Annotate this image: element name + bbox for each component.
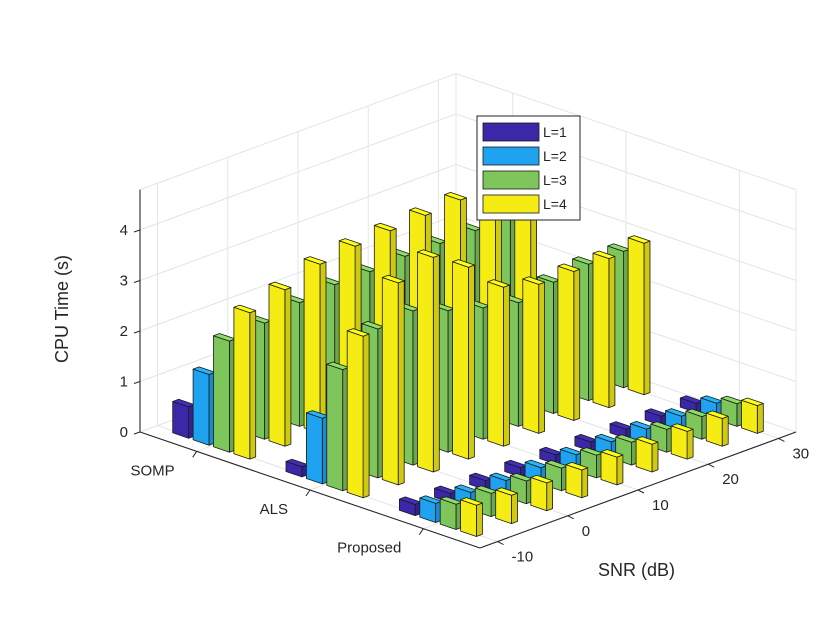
axis-layer: 0 1 2 3 4 CPU Time (s) SOMP ALS Proposed -10 0 10 20… xyxy=(52,189,809,580)
bar-als-snr15-l4 xyxy=(522,276,545,434)
snr-tick-label: -10 xyxy=(512,549,534,566)
legend: L=1 L=2 L=3 L=4 xyxy=(476,115,581,221)
bar-als-snr0-l4 xyxy=(417,249,440,473)
bar-als-snr-10-l3 xyxy=(326,361,350,492)
z-tick xyxy=(133,330,141,334)
bar-somp-snr-10-l3 xyxy=(213,333,236,453)
bar-als-snr5-l4 xyxy=(452,259,475,460)
bar-somp-snr0-l4 xyxy=(303,256,327,434)
snr-tick xyxy=(637,489,645,494)
legend-label: L=4 xyxy=(543,196,567,212)
bar-als-snr-10-l2 xyxy=(305,410,329,485)
bar-als-snr20-l4 xyxy=(557,263,581,421)
snr-tick xyxy=(707,463,715,468)
bar-als-snr30-l4 xyxy=(627,235,651,396)
snr-tick-label: 10 xyxy=(652,497,669,514)
z-tick-label: 4 xyxy=(120,222,128,239)
bar-proposed-snr-10-l1 xyxy=(398,496,422,516)
z-tick xyxy=(133,229,141,233)
z-axis-label: CPU Time (s) xyxy=(52,255,72,363)
method-tick-label: Proposed xyxy=(337,540,401,557)
legend-label: L=1 xyxy=(543,124,567,140)
snr-tick-label: 20 xyxy=(722,471,739,488)
bar-proposed-snr25-l4 xyxy=(705,410,729,447)
bar-somp-snr-10-l1 xyxy=(172,398,195,439)
snr-axis-label: SNR (dB) xyxy=(598,560,675,580)
bar-als-snr25-l4 xyxy=(592,250,616,409)
snr-tick-label: 30 xyxy=(792,445,809,462)
bar-proposed-snr-10-l2 xyxy=(419,495,443,523)
legend-label: L=3 xyxy=(543,172,567,188)
bar-als-snr-10-l4 xyxy=(346,328,370,499)
snr-tick xyxy=(497,541,504,546)
z-tick xyxy=(133,381,141,384)
legend-swatch xyxy=(482,170,540,190)
snr-tick-label: 0 xyxy=(582,523,590,540)
z-gridline xyxy=(139,113,797,231)
z-tick xyxy=(133,431,141,435)
bar-proposed-snr15-l4 xyxy=(635,436,659,473)
bar-proposed-snr20-l4 xyxy=(670,423,694,460)
legend-swatch xyxy=(482,146,540,166)
bar-somp-snr-10-l2 xyxy=(192,366,216,446)
snr-tick xyxy=(778,437,785,442)
box-top-edge xyxy=(139,73,797,191)
snr-tick xyxy=(567,515,575,520)
bar-proposed-snr0-l4 xyxy=(530,474,553,512)
z-tick-label: 0 xyxy=(120,424,128,441)
bar-proposed-snr-5-l4 xyxy=(495,487,518,524)
legend-swatch xyxy=(482,194,540,214)
z-tick-label: 3 xyxy=(120,273,128,290)
legend-label: L=2 xyxy=(543,148,567,164)
bar-als-snr10-l4 xyxy=(487,279,510,447)
bar-somp-snr-10-l4 xyxy=(233,304,257,460)
method-tick xyxy=(305,489,311,497)
bar-proposed-snr10-l4 xyxy=(600,449,624,486)
bar-proposed-snr-10-l4 xyxy=(460,497,483,537)
method-tick xyxy=(192,451,198,458)
method-tick-label: SOMP xyxy=(130,462,174,479)
bar-proposed-snr5-l4 xyxy=(565,461,589,499)
z-tick-label: 2 xyxy=(120,323,128,340)
bar-proposed-snr-10-l3 xyxy=(439,496,463,530)
z-tick-label: 1 xyxy=(120,374,128,391)
z-tick xyxy=(133,280,141,283)
legend-swatch xyxy=(482,122,540,142)
bar-proposed-snr0-l1 xyxy=(469,472,492,491)
bar-proposed-snr30-l4 xyxy=(741,397,764,434)
method-tick xyxy=(418,528,424,535)
bar-als-snr-5-l4 xyxy=(381,274,405,486)
bar-somp-snr-5-l4 xyxy=(268,281,292,447)
bars-layer xyxy=(172,165,764,537)
method-tick-label: ALS xyxy=(260,501,288,518)
bar-als-snr-10-l1 xyxy=(285,458,309,478)
